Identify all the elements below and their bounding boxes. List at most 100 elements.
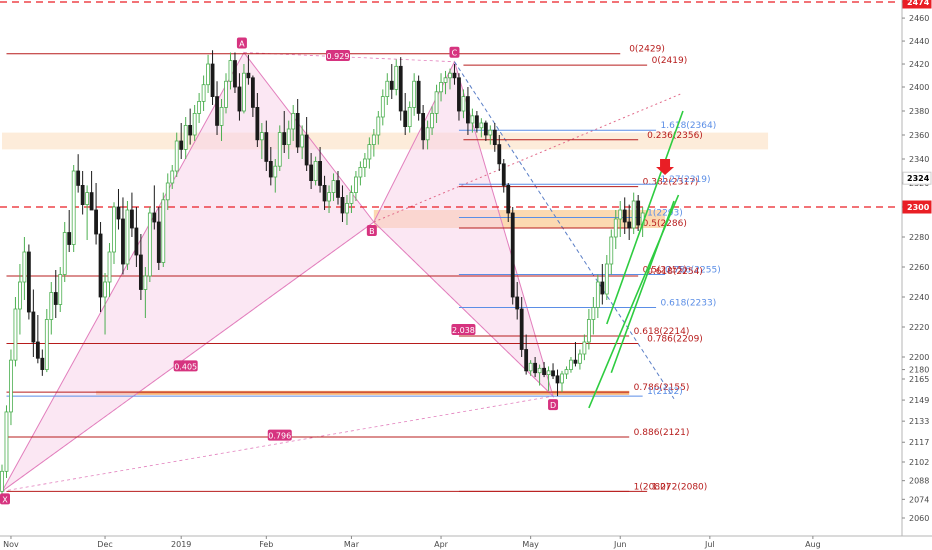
candle-body	[188, 125, 193, 136]
candle-body	[318, 160, 322, 186]
candle-body	[448, 72, 452, 79]
candle-body	[134, 227, 139, 256]
pattern-point-badge	[236, 37, 247, 49]
fib-level-label: 1(2293)	[647, 209, 683, 219]
candle-body	[277, 132, 282, 167]
candle-body	[394, 65, 399, 90]
candle-body	[295, 113, 300, 148]
candle-body	[300, 134, 305, 148]
candle-body	[501, 163, 506, 186]
candle-body	[528, 362, 533, 372]
candle-body	[62, 232, 67, 275]
candle-body	[121, 218, 125, 265]
price-badge-label: 2300	[907, 203, 930, 212]
candle-body	[9, 359, 13, 413]
candle-body	[112, 206, 116, 253]
candle-body	[259, 132, 264, 141]
candle-body	[67, 232, 72, 245]
candle-body	[470, 115, 475, 124]
candle-body	[291, 113, 296, 130]
candle-body	[71, 170, 76, 245]
candle-body	[412, 80, 417, 108]
y-tick-label: 2260	[909, 263, 929, 272]
candle-body	[309, 164, 314, 181]
candle-body	[219, 107, 224, 126]
y-tick-label: 2360	[909, 131, 929, 140]
candle-body	[89, 192, 94, 211]
pattern-point-label: C	[452, 49, 458, 58]
candle-body	[492, 129, 497, 145]
candle-body	[564, 369, 569, 375]
y-tick-label: 2380	[909, 107, 929, 116]
pattern-point-label: A	[239, 40, 245, 49]
candle-body	[268, 160, 273, 178]
x-tick-label: Dec	[97, 540, 112, 549]
candle-body	[255, 107, 260, 141]
price-badge-label: 2324	[907, 174, 930, 183]
candle-body	[425, 127, 430, 141]
ratio-badge	[326, 49, 350, 61]
candle-body	[286, 128, 291, 145]
candle-body	[138, 254, 143, 290]
candle-body	[273, 165, 278, 178]
ratio-label: 0.405	[174, 362, 197, 371]
price-badge	[902, 171, 932, 185]
candle-body	[165, 182, 170, 201]
candle-body	[210, 63, 215, 97]
bcd-triangle	[373, 60, 555, 398]
candle-body	[546, 370, 551, 376]
pattern-point-label: D	[550, 401, 556, 410]
candle-body	[416, 80, 421, 114]
y-tick-label: 2420	[909, 60, 929, 69]
y-tick-label: 2149	[909, 396, 929, 405]
candle-body	[362, 158, 367, 168]
fib-level-label: 0(2419)	[652, 56, 688, 66]
candle-body	[233, 60, 237, 88]
y-tick-label: 2200	[909, 353, 929, 362]
candle-body	[94, 209, 98, 235]
candle-body	[376, 116, 381, 136]
candle-body	[430, 113, 434, 129]
candle-body	[474, 115, 479, 129]
candle-body	[161, 199, 166, 263]
pattern-ratio-line	[243, 52, 455, 63]
fib-level-label: 0.236(2356)	[647, 131, 703, 141]
pattern-point-label: B	[369, 227, 375, 236]
candle-body	[461, 96, 466, 112]
ratio-label: 0.796	[268, 432, 291, 441]
candle-body	[569, 359, 573, 370]
candle-body	[573, 359, 578, 364]
x-tick-label: Jun	[613, 540, 627, 549]
candle-body	[282, 132, 287, 146]
y-tick-label: 2102	[909, 458, 929, 467]
candle-body	[156, 221, 161, 263]
pattern-point-badge	[548, 399, 559, 411]
d-zone	[96, 390, 630, 395]
candle-body	[242, 72, 246, 112]
candle-body	[340, 196, 345, 214]
candle-body	[537, 367, 542, 374]
fib-level-label: 1.272(2080)	[652, 482, 708, 492]
candle-body	[170, 170, 175, 184]
y-tick-label: 2440	[909, 37, 929, 46]
candle-body	[578, 353, 582, 364]
x-tick-label: 2019	[171, 540, 191, 549]
candle-body	[358, 166, 363, 178]
y-tick-label: 2133	[909, 417, 929, 426]
candle-body	[76, 170, 81, 186]
candle-body	[152, 212, 157, 223]
candle-body	[457, 77, 461, 112]
candle-body	[143, 275, 148, 290]
candle-body	[622, 209, 627, 223]
candle-body	[174, 140, 179, 172]
sell-arrow-icon	[656, 159, 675, 175]
channel-upper-line	[606, 110, 684, 325]
candle-body	[407, 107, 412, 128]
candle-body	[80, 184, 85, 205]
pattern-point-badge	[0, 493, 10, 505]
candles-layer	[0, 50, 645, 498]
channel-inner-line	[610, 200, 675, 373]
